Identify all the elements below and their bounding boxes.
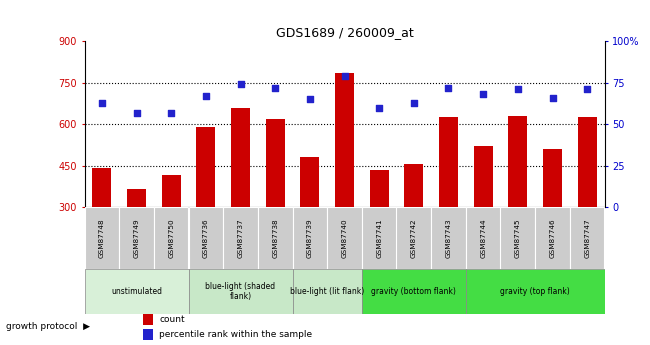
Point [305, 97, 315, 102]
Bar [223, 207, 258, 269]
Text: blue-light (shaded
flank): blue-light (shaded flank) [205, 282, 276, 301]
Bar [143, 329, 153, 340]
Bar [543, 149, 562, 207]
Point [478, 92, 488, 97]
Text: GSM87750: GSM87750 [168, 218, 174, 258]
Bar [362, 207, 396, 269]
Point [374, 105, 384, 110]
Point [270, 85, 280, 90]
Text: GSM87742: GSM87742 [411, 218, 417, 258]
Bar [535, 207, 570, 269]
Text: GSM87740: GSM87740 [341, 218, 348, 258]
Bar [231, 108, 250, 207]
Bar [327, 207, 362, 269]
Point [97, 100, 107, 106]
Bar [292, 207, 327, 269]
Bar [474, 146, 493, 207]
Text: GSM87737: GSM87737 [237, 218, 244, 258]
Text: GSM87746: GSM87746 [549, 218, 556, 258]
Bar [578, 117, 597, 207]
Bar [84, 269, 188, 314]
Point [443, 85, 454, 90]
Text: gravity (top flank): gravity (top flank) [500, 287, 570, 296]
Text: GSM87736: GSM87736 [203, 218, 209, 258]
Bar [119, 207, 154, 269]
Text: GSM87748: GSM87748 [99, 218, 105, 258]
Bar [92, 168, 111, 207]
Bar [196, 127, 215, 207]
Text: GSM87744: GSM87744 [480, 218, 486, 258]
Bar [84, 207, 119, 269]
Text: GSM87741: GSM87741 [376, 218, 382, 258]
Bar [362, 269, 466, 314]
Bar [466, 269, 604, 314]
Point [409, 100, 419, 106]
Text: blue-light (lit flank): blue-light (lit flank) [290, 287, 364, 296]
Bar [162, 175, 181, 207]
Point [201, 93, 211, 99]
Text: count: count [159, 315, 185, 324]
Bar [188, 269, 292, 314]
Bar [127, 189, 146, 207]
Title: GDS1689 / 260009_at: GDS1689 / 260009_at [276, 26, 413, 39]
Bar [292, 269, 362, 314]
Text: percentile rank within the sample: percentile rank within the sample [159, 331, 313, 339]
Point [339, 73, 350, 79]
Bar [300, 157, 319, 207]
Text: growth protocol  ▶: growth protocol ▶ [6, 322, 90, 331]
Text: GSM87749: GSM87749 [133, 218, 140, 258]
Bar [508, 116, 527, 207]
Bar [500, 207, 535, 269]
Point [582, 87, 592, 92]
Bar [370, 170, 389, 207]
Bar [466, 207, 500, 269]
Point [547, 95, 558, 100]
Bar [439, 117, 458, 207]
Bar [143, 314, 153, 325]
Bar [335, 73, 354, 207]
Bar [570, 207, 604, 269]
Text: GSM87743: GSM87743 [445, 218, 452, 258]
Text: gravity (bottom flank): gravity (bottom flank) [371, 287, 456, 296]
Bar [258, 207, 292, 269]
Text: GSM87739: GSM87739 [307, 218, 313, 258]
Point [513, 87, 523, 92]
Text: unstimulated: unstimulated [111, 287, 162, 296]
Bar [396, 207, 431, 269]
Text: GSM87745: GSM87745 [515, 218, 521, 258]
Bar [188, 207, 223, 269]
Point [166, 110, 176, 115]
Text: GSM87738: GSM87738 [272, 218, 278, 258]
Text: GSM87747: GSM87747 [584, 218, 590, 258]
Point [131, 110, 142, 115]
Bar [266, 119, 285, 207]
Bar [431, 207, 466, 269]
Bar [154, 207, 188, 269]
Bar [404, 164, 423, 207]
Point [235, 82, 246, 87]
